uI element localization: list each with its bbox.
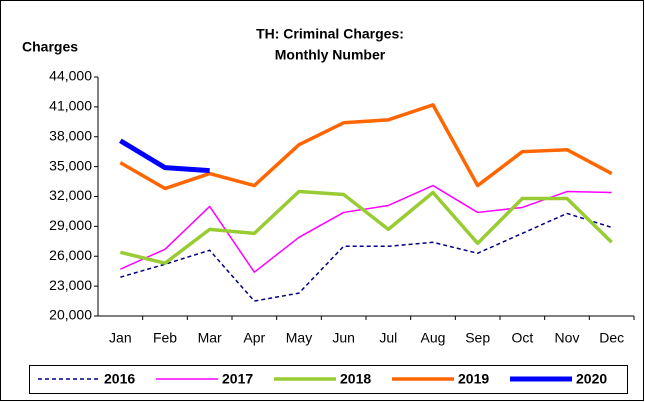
x-tick-label: Jul: [379, 330, 397, 346]
series-line: [120, 212, 612, 302]
x-tick-label: Feb: [153, 330, 177, 346]
y-tick-label: 35,000: [49, 157, 92, 173]
x-tick-label: Dec: [599, 330, 624, 346]
legend-label: 2017: [222, 371, 253, 387]
series-line: [119, 103, 613, 191]
y-axis-label: Charges: [22, 39, 78, 55]
legend-label: 2019: [458, 371, 489, 387]
y-tick-label: 41,000: [49, 98, 92, 114]
y-tick-label: 32,000: [49, 187, 92, 203]
y-tick-label: 29,000: [49, 217, 92, 233]
x-tick-label: Apr: [243, 330, 265, 346]
chart-title: TH: Criminal Charges:: [256, 26, 404, 42]
x-tick-label: Mar: [198, 330, 222, 346]
y-tick-label: 26,000: [49, 247, 92, 263]
y-tick-label: 23,000: [49, 277, 92, 293]
chart-title: Monthly Number: [275, 47, 386, 63]
x-tick-label: Nov: [555, 330, 580, 346]
legend-label: 2020: [576, 371, 607, 387]
y-tick-label: 38,000: [49, 127, 92, 143]
x-tick-label: Oct: [511, 330, 533, 346]
x-tick-label: Aug: [421, 330, 446, 346]
legend-label: 2016: [104, 371, 135, 387]
legend-label: 2018: [340, 371, 371, 387]
series-line: [120, 184, 612, 273]
y-tick-label: 20,000: [49, 307, 92, 323]
x-tick-label: Jan: [109, 330, 132, 346]
x-tick-label: Jun: [332, 330, 355, 346]
x-tick-label: May: [286, 330, 312, 346]
series-line: [119, 138, 210, 174]
series-line: [119, 189, 613, 265]
x-tick-label: Sep: [465, 330, 490, 346]
y-tick-label: 44,000: [49, 68, 92, 84]
